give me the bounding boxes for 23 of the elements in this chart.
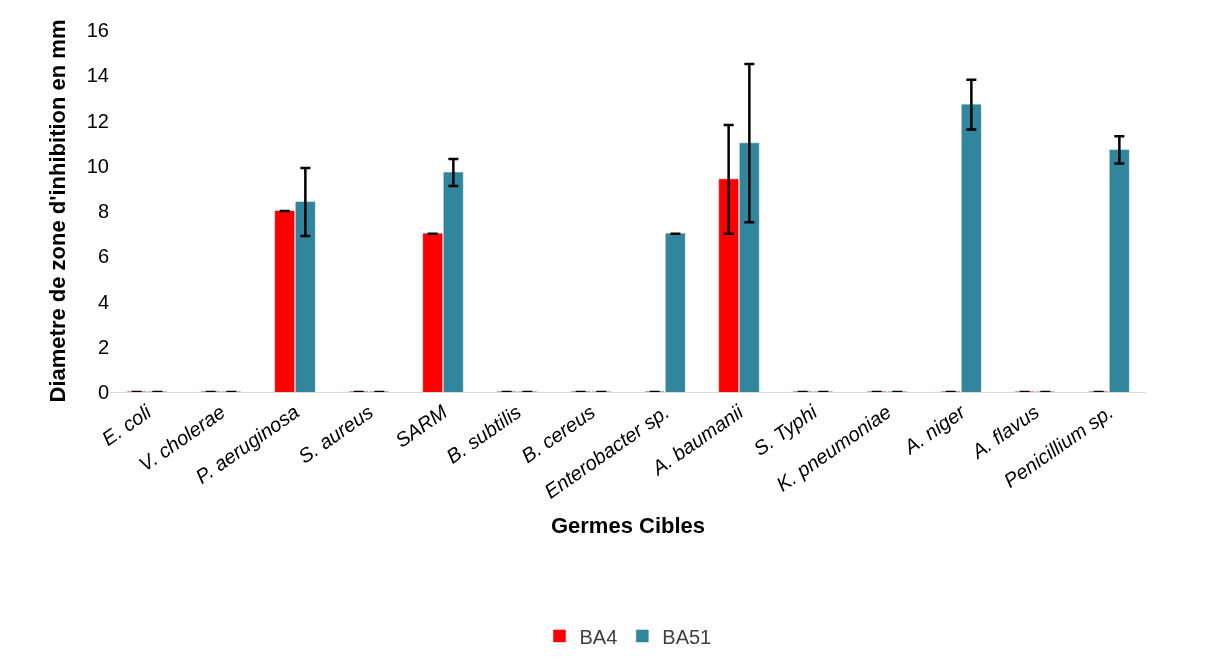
legend-label: BA51 [662,625,712,648]
y-tick-label: 16 [86,19,109,41]
x-tick-label: E. coli [97,400,156,450]
bar [961,104,982,392]
y-tick-label: 10 [86,154,109,177]
y-axis-title: Diametre de zone d'inhibition en mm [44,19,70,403]
legend-label: BA4 [579,625,618,648]
bar [739,142,760,392]
y-tick-label: 6 [97,245,109,268]
y-tick-label: 4 [97,290,109,313]
y-tick-label: 8 [97,200,109,222]
bar [274,210,295,392]
bar [295,201,316,392]
bar [443,172,464,392]
x-axis-title: Germes Cibles [550,512,706,538]
y-tick-label: 12 [86,109,109,132]
y-tick-label: 2 [97,335,109,358]
bar [718,179,739,392]
bar [422,233,443,392]
y-tick-label: 14 [86,64,109,87]
bar [665,233,686,392]
y-tick-label: 0 [97,381,109,403]
bar [1109,149,1130,392]
